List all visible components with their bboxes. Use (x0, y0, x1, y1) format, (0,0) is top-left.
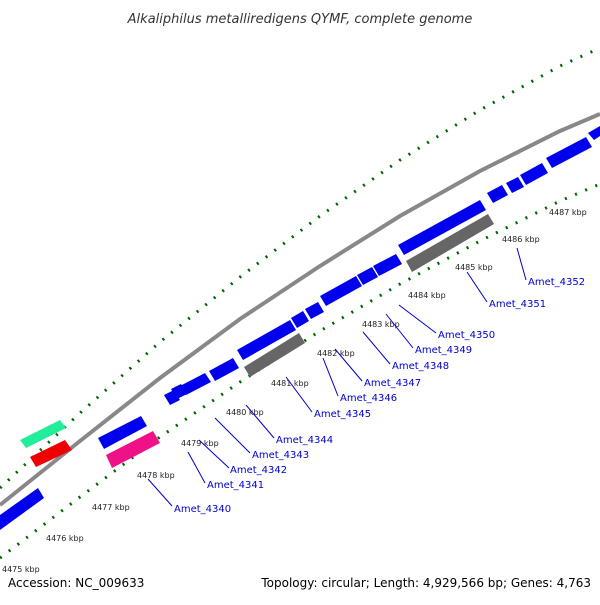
leader-amet-4348 (362, 331, 391, 365)
outer-tick-scale (0, 46, 600, 490)
kbp-label-4480: 4480 kbp (226, 408, 264, 417)
gene-rrna-2[interactable] (406, 214, 494, 272)
gene-blue-edge[interactable] (588, 126, 600, 140)
leader-amet-4352 (516, 247, 527, 281)
gene-amet-4349[interactable] (357, 267, 378, 285)
gene-trna-pink[interactable] (106, 431, 160, 468)
genome-backbone (0, 112, 600, 507)
gene-label-amet-4352[interactable]: Amet_4352 (528, 277, 585, 288)
gene-amet-4344[interactable] (209, 358, 239, 381)
gene-amet-4347[interactable] (305, 302, 324, 319)
kbp-label-4477: 4477 kbp (92, 503, 130, 512)
gene-amet-4343[interactable] (180, 373, 211, 395)
summary-text: Topology: circular; Length: 4,929,566 bp… (260, 576, 591, 590)
gene-label-amet-4342[interactable]: Amet_4342 (230, 465, 287, 476)
gene-label-amet-4351[interactable]: Amet_4351 (489, 299, 546, 310)
gene-amet-4346[interactable] (291, 311, 309, 328)
inner-tick-scale (0, 182, 600, 560)
gene-amet-4348[interactable] (320, 276, 362, 306)
accession-text: Accession: NC_009633 (8, 576, 144, 590)
gene-red-feature[interactable] (30, 440, 72, 467)
gene-amet-4345[interactable] (237, 320, 296, 360)
kbp-label-4486: 4486 kbp (502, 235, 540, 244)
gene-rrna-1[interactable] (244, 333, 305, 377)
kbp-label-4483: 4483 kbp (362, 320, 400, 329)
gene-amet-4352-c[interactable] (520, 163, 548, 185)
gene-label-amet-4346[interactable]: Amet_4346 (340, 393, 397, 404)
leader-amet-4351 (466, 271, 488, 303)
gene-label-amet-4344[interactable]: Amet_4344 (276, 435, 333, 446)
kbp-label-4476: 4476 kbp (46, 534, 84, 543)
kbp-label-4479: 4479 kbp (181, 439, 219, 448)
kbp-label-4487: 4487 kbp (549, 208, 587, 217)
gene-blue-left[interactable] (0, 488, 44, 530)
map-title: Alkaliphilus metalliredigens QYMF, compl… (127, 12, 473, 27)
kbp-label-4485: 4485 kbp (455, 263, 493, 272)
gene-amet-4351[interactable] (398, 200, 486, 255)
leader-amet-4343 (214, 417, 251, 454)
kbp-label-4475: 4475 kbp (2, 565, 40, 574)
kbp-label-4484: 4484 kbp (408, 291, 446, 300)
kbp-label-4481: 4481 kbp (271, 379, 309, 388)
gene-label-amet-4349[interactable]: Amet_4349 (415, 345, 472, 356)
gene-label-amet-4347[interactable]: Amet_4347 (364, 378, 421, 389)
leader-amet-4341 (187, 451, 206, 484)
gene-amet-4352-a[interactable] (487, 185, 508, 203)
gene-label-amet-4345[interactable]: Amet_4345 (314, 409, 371, 420)
gene-amet-4340[interactable] (98, 416, 147, 449)
gene-label-amet-4340[interactable]: Amet_4340 (174, 504, 231, 515)
leader-amet-4342 (198, 439, 230, 469)
leader-amet-4345 (285, 376, 313, 413)
leader-amet-4347 (334, 348, 363, 382)
gene-blue-right[interactable] (546, 137, 592, 168)
gene-green-feature[interactable] (20, 420, 66, 448)
gene-label-amet-4350[interactable]: Amet_4350 (438, 330, 495, 341)
gene-label-amet-4343[interactable]: Amet_4343 (252, 450, 309, 461)
gene-label-amet-4341[interactable]: Amet_4341 (207, 480, 264, 491)
gene-label-amet-4348[interactable]: Amet_4348 (392, 361, 449, 372)
gene-amet-4352-b[interactable] (506, 177, 524, 193)
leader-amet-4340 (147, 478, 173, 507)
leader-amet-4346 (322, 357, 339, 397)
kbp-label-4482: 4482 kbp (317, 349, 355, 358)
leader-amet-4344 (245, 404, 275, 439)
kbp-label-4478: 4478 kbp (137, 471, 175, 480)
leader-amet-4350 (398, 304, 437, 334)
gene-amet-4350[interactable] (373, 254, 402, 276)
leader-amet-4349 (385, 313, 414, 349)
